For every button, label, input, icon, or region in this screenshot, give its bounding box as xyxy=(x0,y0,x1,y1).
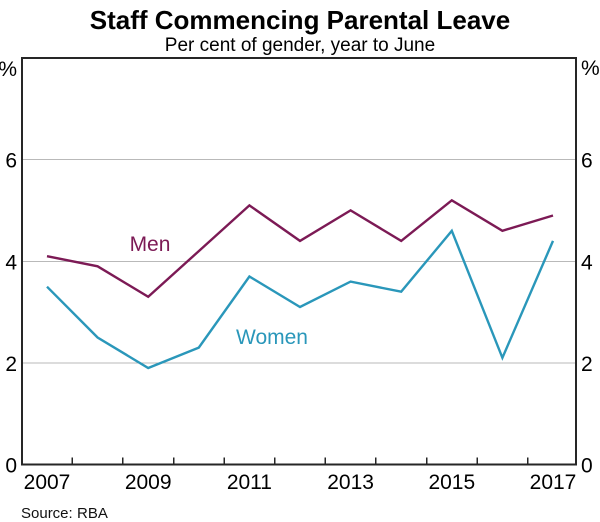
series-line-men xyxy=(46,198,554,299)
chart-subtitle: Per cent of gender, year to June xyxy=(165,35,435,56)
y-axis-label-left-2: 2 xyxy=(5,353,17,376)
plot-area: 0 0 2 2 4 4 6 6% % 2007 2009 2011 2013 2015 2017 Men Wom… xyxy=(0,57,600,494)
chart-title: Staff Commencing Parental Leave xyxy=(90,5,510,35)
y-axis-unit-left: % xyxy=(0,58,17,81)
x-axis-label-2009: 2009 xyxy=(125,471,172,494)
y-axis-label-left-6: 6 xyxy=(5,150,17,173)
series-line-women xyxy=(46,228,555,370)
plot-border xyxy=(21,57,577,466)
y-axis-label-right-2: 2 xyxy=(581,353,593,376)
y-axis-label-left-0: 0 xyxy=(5,455,17,478)
x-axis-label-2015: 2015 xyxy=(428,471,475,494)
y-axis-unit-right: % xyxy=(581,57,600,80)
source-label: Source: xyxy=(21,505,73,522)
y-axis-label-right-6: 6 xyxy=(581,150,593,173)
series-label-men: Men xyxy=(130,233,171,256)
source-value: RBA xyxy=(77,505,108,522)
series-label-women: Women xyxy=(236,326,308,349)
y-axis-label-right-0: 0 xyxy=(581,455,593,478)
y-axis-label-left-4: 4 xyxy=(5,251,17,274)
y-axis-label-right-4: 4 xyxy=(581,251,593,274)
x-axis-label-2011: 2011 xyxy=(227,471,272,494)
x-axis-label-2007: 2007 xyxy=(24,471,71,494)
x-axis-label-2017: 2017 xyxy=(530,471,577,494)
x-axis-label-2013: 2013 xyxy=(327,471,374,494)
